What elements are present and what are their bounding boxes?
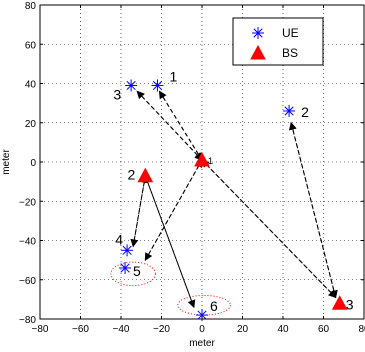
ue-point-label: 1 (169, 68, 177, 84)
link-arrow (201, 159, 337, 298)
y-tick-label: 60 (25, 40, 37, 51)
legend-ue-asterisk (252, 27, 264, 39)
y-tick-label: 0 (30, 158, 36, 169)
ue-asterisk-icon (283, 104, 296, 117)
link-arrow (136, 91, 203, 161)
ue-point-label: 3 (113, 86, 121, 102)
ue-point-label: 6 (210, 298, 218, 314)
y-tick-label: −80 (19, 315, 36, 326)
ue-asterisk-icon (196, 309, 208, 322)
y-tick-label: 40 (25, 80, 37, 91)
ue-asterisk-icon (151, 79, 164, 92)
bs-triangle-icon (137, 167, 154, 183)
x-axis-title: meter (189, 338, 215, 349)
x-tick-label: 80 (358, 324, 365, 335)
legend-ue-asterisk-icon (252, 27, 264, 39)
bs-point-label: 3 (346, 296, 354, 312)
ue-point-label: 4 (115, 231, 123, 247)
y-tick-label: 20 (25, 119, 37, 130)
ellipses (110, 261, 231, 316)
x-tick-label: −80 (32, 324, 49, 335)
y-tick-label: 80 (25, 1, 37, 12)
link-arrow (144, 159, 203, 261)
legend-bs-triangle-icon (250, 44, 266, 60)
legend-bs-label: BS (282, 46, 298, 60)
ue-asterisk-icon (119, 261, 132, 274)
x-tick-label: −20 (153, 324, 170, 335)
legend-box (232, 17, 324, 66)
x-tick-label: 40 (277, 324, 289, 335)
bs-triangle-icon (331, 295, 348, 310)
ue-asterisk-icon (125, 79, 138, 92)
data-points: 1 3 2 45 6 1 2 3 (113, 68, 354, 322)
y-tick-label: −60 (19, 276, 36, 287)
legend-bs-triangle (250, 44, 266, 60)
arrows (130, 90, 338, 309)
cluster-ellipse (177, 294, 231, 316)
y-tick-label: −20 (19, 197, 36, 208)
cluster-ellipse (110, 261, 156, 287)
ue-point-label: 5 (133, 263, 141, 279)
x-tick-label: 0 (199, 324, 205, 335)
bs-triangle-icon (194, 151, 210, 167)
link-arrow (132, 174, 149, 247)
y-tick-label: −40 (19, 237, 36, 248)
link-arrow (143, 174, 195, 308)
y-axis-title: meter (1, 149, 12, 175)
ue-asterisk-icon (121, 244, 134, 257)
x-tick-label: 20 (237, 324, 249, 335)
bs-point-label: 1 (208, 156, 213, 166)
x-tick-label: −40 (113, 324, 130, 335)
x-tick-label: 60 (318, 324, 330, 335)
legend-ue-label: UE (282, 26, 299, 40)
x-tick-label: −60 (72, 324, 89, 335)
link-arrow (201, 159, 337, 299)
link-arrow (290, 122, 338, 299)
axis-ticks: −80 −60 −40 −20 0 20 40 60 80 −80 −60 −40 −20 0 20 40 60… (19, 1, 365, 335)
ue-point-label: 2 (301, 104, 309, 120)
bs-point-label: 2 (128, 167, 136, 183)
legend: UE BS (232, 17, 324, 66)
